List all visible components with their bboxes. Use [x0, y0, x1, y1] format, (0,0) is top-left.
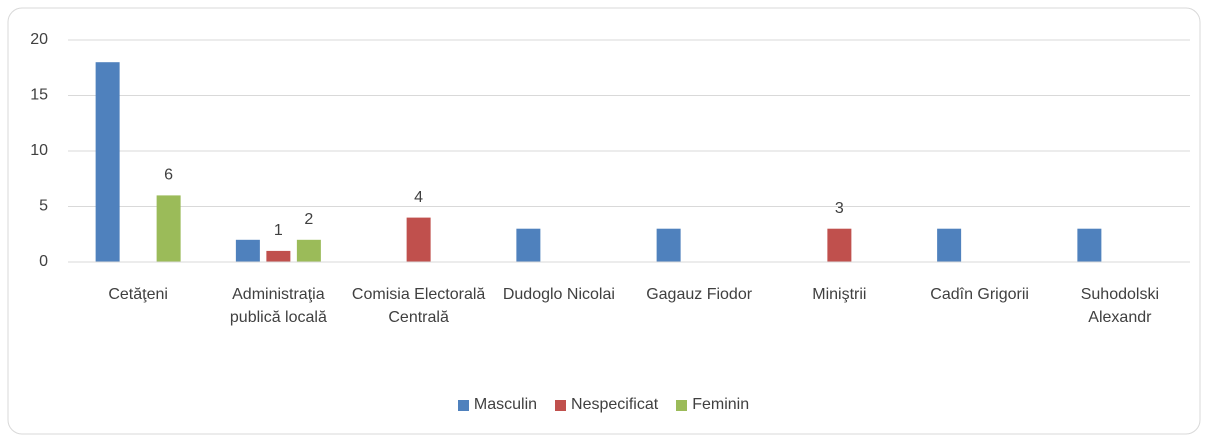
x-tick-label: Administraţia publică locală: [229, 286, 327, 326]
x-tick-label: Dudoglo Nicolai: [502, 286, 615, 303]
bar: [827, 228, 852, 262]
bar: [937, 228, 962, 262]
bar: [266, 250, 291, 262]
y-tick-label: 20: [30, 31, 48, 48]
legend-item: Masculin: [457, 396, 538, 414]
legend-label: Masculin: [473, 396, 538, 413]
y-tick-label: 15: [30, 87, 48, 104]
chart-frame: [7, 7, 1201, 435]
legend-swatch: [457, 399, 469, 411]
y-tick-label: 5: [39, 198, 48, 215]
x-tick-label: Suhodolski Alexandr: [1080, 286, 1160, 326]
data-label: 2: [304, 211, 313, 228]
legend-item: Feminin: [676, 396, 749, 414]
bar: [1077, 228, 1102, 262]
x-tick-label: Comisia Electorală Centrală: [351, 286, 486, 326]
data-label: 6: [164, 167, 173, 184]
bar: [656, 228, 681, 262]
legend-label: Feminin: [692, 396, 750, 413]
bar: [156, 195, 181, 262]
bar: [296, 239, 321, 262]
x-tick-label: Gagauz Fiodor: [646, 286, 753, 303]
data-label: 3: [835, 200, 844, 217]
y-tick-label: 0: [39, 253, 48, 270]
x-tick-label: Cadîn Grigorii: [930, 286, 1029, 303]
bar: [95, 62, 120, 263]
legend-label: Nespecificat: [571, 396, 659, 413]
legend: Masculin Nespecificat Feminin: [0, 396, 1207, 414]
x-tick-label: Cetăţeni: [108, 286, 168, 303]
legend-item: Nespecificat: [555, 396, 658, 414]
y-tick-label: 10: [30, 142, 48, 159]
legend-swatch: [555, 399, 567, 411]
bar: [235, 239, 260, 262]
bar: [516, 228, 541, 262]
data-label: 1: [274, 222, 283, 239]
bar: [406, 217, 431, 262]
legend-swatch: [676, 399, 688, 411]
x-tick-label: Miniştrii: [812, 286, 867, 303]
data-label: 4: [414, 189, 423, 206]
